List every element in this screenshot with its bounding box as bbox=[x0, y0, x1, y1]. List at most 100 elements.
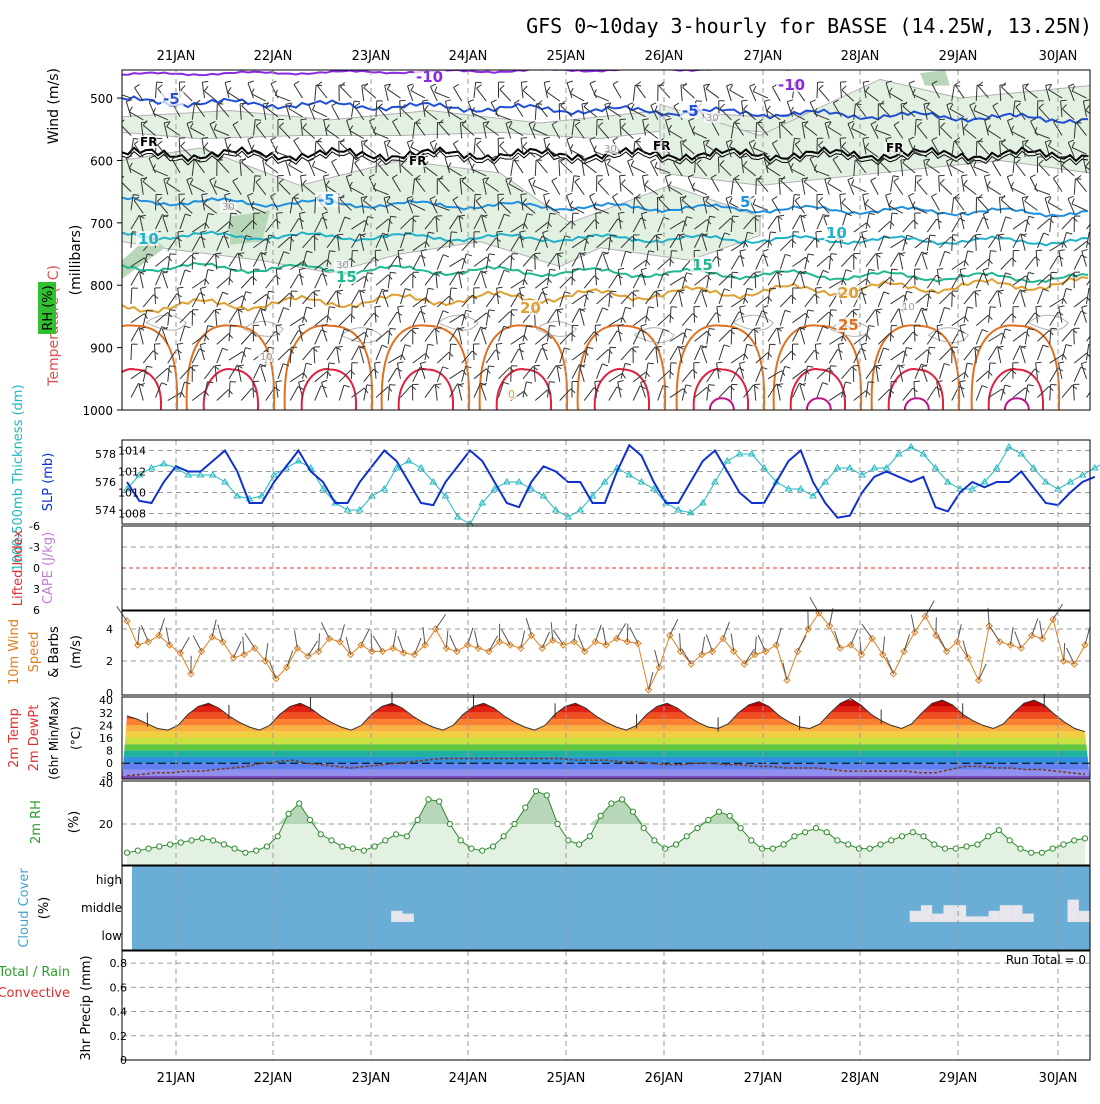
contour-label: 25 bbox=[838, 316, 859, 334]
rh2m-point bbox=[1050, 846, 1055, 851]
lifted-index-tick-label: 6 bbox=[33, 604, 40, 617]
thickness-tick-label: 574 bbox=[95, 504, 116, 517]
rh2m-point bbox=[437, 799, 442, 804]
wind-barb-flag bbox=[277, 213, 283, 214]
wind-barb bbox=[192, 254, 193, 270]
rh2m-point bbox=[1007, 838, 1012, 843]
cloud-middle-cell bbox=[1068, 900, 1079, 922]
rh2m-point bbox=[1082, 836, 1087, 841]
date-label-top: 29JAN bbox=[939, 49, 978, 64]
date-label-bottom: 21JAN bbox=[157, 1071, 196, 1086]
wind-barb-flag bbox=[770, 288, 776, 289]
rh2m-point bbox=[609, 801, 614, 806]
wind-barb bbox=[413, 216, 414, 232]
rh2m-point bbox=[555, 821, 560, 826]
wind-barb-flag bbox=[1097, 328, 1100, 329]
wind-barb bbox=[1097, 216, 1099, 232]
rh2m-point bbox=[490, 844, 495, 849]
rh2m-point bbox=[340, 844, 345, 849]
date-label-top: 26JAN bbox=[645, 49, 684, 64]
upper-tick-label: 500 bbox=[90, 92, 113, 106]
wind-barb-flag bbox=[611, 235, 617, 236]
cloud-middle-cell bbox=[910, 911, 921, 922]
rh2m-point bbox=[684, 834, 689, 839]
rh2m-point bbox=[910, 830, 915, 835]
rh2m-point bbox=[749, 838, 754, 843]
rh2m-point bbox=[361, 848, 366, 853]
ylabel-cloud-b: (%) bbox=[37, 897, 52, 920]
rh2m-point bbox=[663, 846, 668, 851]
wind-barb-flag bbox=[1095, 384, 1100, 387]
cloud-middle-cell bbox=[391, 911, 402, 922]
wind-barb bbox=[731, 328, 732, 344]
rh2m-point bbox=[706, 817, 711, 822]
rh2m-point bbox=[146, 846, 151, 851]
wind-barb bbox=[156, 194, 157, 210]
wind-barb-flag bbox=[240, 160, 246, 161]
rh2m-point bbox=[533, 789, 538, 794]
rh2m-point bbox=[889, 838, 894, 843]
rh2m-point bbox=[350, 846, 355, 851]
temp-band bbox=[122, 744, 1090, 750]
cloud-middle-cell bbox=[1022, 914, 1033, 922]
contour-label: 20 bbox=[838, 284, 859, 302]
rh2m-point bbox=[1029, 850, 1034, 855]
wind-barb-flag bbox=[169, 366, 175, 367]
temp2m-tick-label: 32 bbox=[99, 707, 113, 720]
wind-barb-flag bbox=[681, 85, 687, 86]
wind-barb-flag bbox=[816, 288, 822, 289]
wind-barb-flag bbox=[840, 194, 846, 195]
wind-barb bbox=[939, 120, 940, 136]
wind-barb-flag bbox=[595, 381, 601, 382]
ylabel-wind10-d: (m/s) bbox=[69, 635, 84, 669]
wind-barb-flag bbox=[1092, 84, 1097, 87]
wind-barb-flag bbox=[574, 176, 580, 177]
wind-barb bbox=[1096, 385, 1099, 401]
rh2m-point bbox=[124, 850, 129, 855]
ylabel-temp2m-d: (°C) bbox=[69, 726, 83, 750]
rh2m-point bbox=[458, 838, 463, 843]
wind-barb-flag bbox=[916, 120, 922, 121]
ylabel-rh2m-a: 2m RH bbox=[29, 800, 44, 844]
run-total-label: Run Total = 0 bbox=[1006, 953, 1086, 967]
wind-barb-flag bbox=[595, 269, 601, 270]
rh2m-point bbox=[297, 801, 302, 806]
rh2m-point bbox=[878, 842, 883, 847]
contour-label: 10 bbox=[826, 224, 847, 242]
cloud-level-label: middle bbox=[81, 901, 122, 915]
ylabel-cape: CAPE (J/kg) bbox=[41, 532, 56, 604]
rh2m-point bbox=[232, 846, 237, 851]
wind-barb-flag bbox=[595, 325, 601, 326]
wind-barb bbox=[473, 344, 474, 360]
temp2m-tick-label: 8 bbox=[106, 745, 113, 758]
wind-barb-flag bbox=[656, 290, 662, 291]
wind-barb bbox=[1097, 329, 1099, 345]
upper-tick-label: 900 bbox=[90, 342, 113, 356]
ylabel-temp2m-a: 2m Temp bbox=[7, 708, 22, 768]
wind-barb-flag bbox=[975, 347, 981, 348]
rh2m-point bbox=[254, 848, 259, 853]
wind-barb-flag bbox=[1091, 197, 1096, 200]
wind-barb bbox=[1092, 87, 1099, 101]
rh2m-point bbox=[1072, 838, 1077, 843]
wind-barb-flag bbox=[840, 138, 846, 139]
cloud-middle-cell bbox=[1011, 905, 1022, 922]
wind-barb bbox=[535, 254, 536, 270]
rh2m-point bbox=[587, 834, 592, 839]
wind-barb-flag bbox=[451, 232, 457, 233]
precip-tick-label: 0.2 bbox=[110, 1030, 128, 1043]
date-label-bottom: 23JAN bbox=[352, 1071, 391, 1086]
rh2m-point bbox=[577, 842, 582, 847]
wind-barb-flag bbox=[1036, 250, 1042, 251]
wind-barb-flag bbox=[549, 326, 555, 327]
cloud-middle-cell bbox=[944, 905, 955, 922]
wind-barb bbox=[559, 104, 560, 120]
wind-barb bbox=[694, 307, 695, 323]
rh2m-point bbox=[135, 848, 140, 853]
wind-barb-flag bbox=[656, 347, 662, 348]
wind-barb bbox=[1098, 179, 1099, 195]
rh2m-point bbox=[318, 832, 323, 837]
wind-barb-flag bbox=[436, 328, 442, 329]
wind-barb bbox=[1097, 272, 1099, 288]
